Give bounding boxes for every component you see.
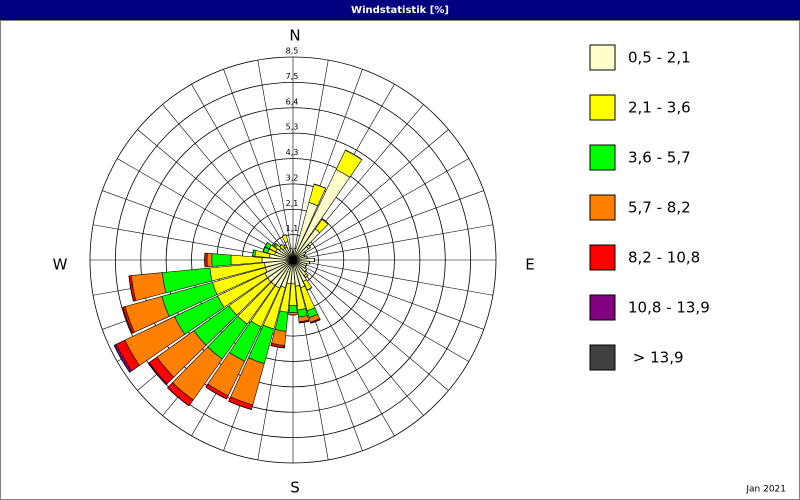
legend-label: 3,6 - 5,7 [628, 149, 691, 167]
ring [191, 158, 395, 362]
r-tick-label: 4,3 [286, 148, 299, 157]
wedge-segment [281, 234, 287, 237]
wedge-segment [262, 247, 266, 252]
ring [165, 132, 421, 388]
r-tick-label: 6,4 [286, 97, 299, 106]
legend-label: 5,7 - 8,2 [628, 199, 691, 217]
r-tick-label: 2,1 [286, 199, 299, 208]
r-tick-label: 7,5 [286, 72, 299, 81]
legend-swatch [589, 194, 616, 221]
chart-title: Windstatistik [%] [351, 5, 449, 16]
wedge-segment [345, 149, 363, 160]
compass-label: E [525, 256, 534, 274]
wedge-segment [321, 218, 329, 225]
wedge-segment [167, 387, 190, 407]
wedge-segment [211, 253, 232, 267]
wedge-segment [273, 243, 277, 247]
legend-label: > 13,9 [628, 349, 684, 367]
wedge-segment [147, 363, 167, 385]
wedge-segment [288, 304, 298, 313]
wedge-segment [264, 242, 268, 247]
wedge-segment [206, 252, 213, 268]
title-bar [0, 0, 800, 20]
legend-swatch [589, 344, 616, 371]
legend-label: 2,1 - 3,6 [628, 99, 691, 117]
compass-label: N [289, 27, 300, 45]
legend-swatch [589, 44, 616, 71]
legend-swatch [589, 294, 616, 321]
r-tick-label: 5,3 [286, 123, 299, 132]
r-tick-label: 8,5 [286, 47, 299, 56]
wedge-segment [279, 244, 283, 247]
legend-swatch [589, 94, 616, 121]
r-tick-label: 1,1 [286, 224, 299, 233]
legend-label: 0,5 - 2,1 [628, 49, 691, 67]
wedge-segment [252, 249, 254, 257]
wedge-segment [122, 307, 133, 334]
wedge-segment [299, 320, 309, 324]
legend-swatch [589, 144, 616, 171]
wedge-segment [304, 251, 307, 254]
legend-label: 8,2 - 10,8 [628, 249, 700, 267]
wedge-segment [308, 244, 311, 248]
footer: Jan 2021 [745, 485, 786, 495]
ring [89, 56, 497, 464]
legend-swatch [589, 244, 616, 271]
wedge-segment [305, 275, 309, 278]
compass-label: S [290, 479, 300, 497]
r-tick-label: 3,2 [286, 173, 299, 182]
compass-label: W [53, 256, 68, 274]
ring [140, 107, 446, 413]
legend-label: 10,8 - 13,9 [628, 299, 710, 317]
ring [114, 81, 472, 439]
